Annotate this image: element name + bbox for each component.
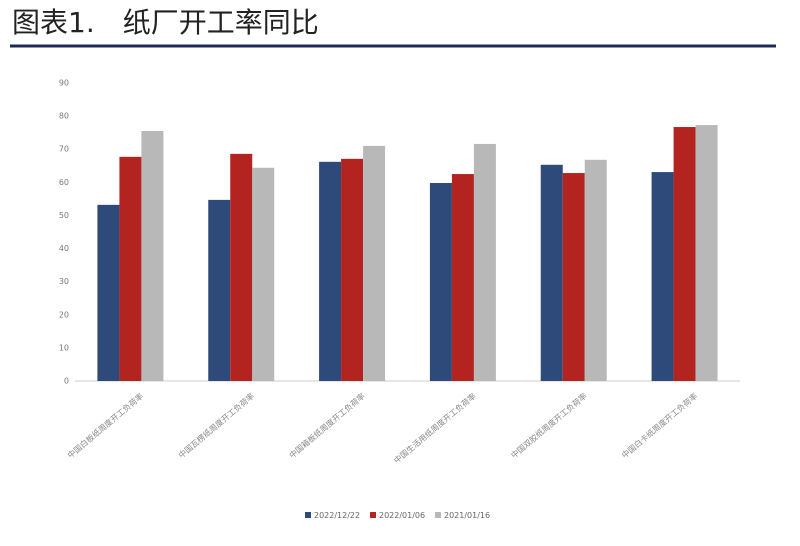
y-tick-label: 30 [59,277,69,286]
x-tick-label: 中国白卡纸周度开工负荷率 [620,391,700,460]
bar [119,156,142,381]
legend-swatch [305,512,311,518]
bar [141,131,164,381]
bar [584,159,607,381]
y-tick-label: 20 [59,310,69,319]
legend-label: 2022/01/06 [379,511,425,520]
bar [562,173,585,381]
bar [252,167,275,381]
chart-title: 图表1. 纸厂开工率同比 [12,6,319,39]
y-tick-label: 90 [59,79,69,88]
bar [651,172,674,381]
y-tick-label: 0 [64,377,69,386]
y-tick-label: 40 [59,244,69,253]
bar [673,127,696,381]
bar [319,161,342,381]
legend-swatch [435,512,441,518]
bar [540,164,563,381]
bar [451,174,474,381]
legend-label: 2022/12/22 [314,511,360,520]
x-tick-label: 中国白板纸周度开工负荷率 [65,391,145,460]
legend-label: 2021/01/16 [444,511,490,520]
bar [230,153,253,381]
bar [473,143,496,381]
x-tick-label: 中国箱板纸周度开工负荷率 [287,391,367,460]
bar [429,182,452,381]
x-tick-label: 中国瓦楞纸周度开工负荷率 [176,391,256,460]
bar [208,199,231,381]
bar [695,125,718,381]
bar [363,145,386,381]
bar [97,204,120,381]
y-tick-label: 80 [59,112,69,121]
y-tick-label: 50 [59,211,69,220]
y-tick-label: 70 [59,145,69,154]
bar [341,158,364,381]
x-tick-label: 中国双胶纸周度开工负荷率 [509,391,589,460]
legend-swatch [370,512,376,518]
x-tick-label: 中国生活用纸周度开工负荷率 [392,391,478,466]
y-tick-label: 10 [59,343,69,352]
y-tick-label: 60 [59,178,69,187]
